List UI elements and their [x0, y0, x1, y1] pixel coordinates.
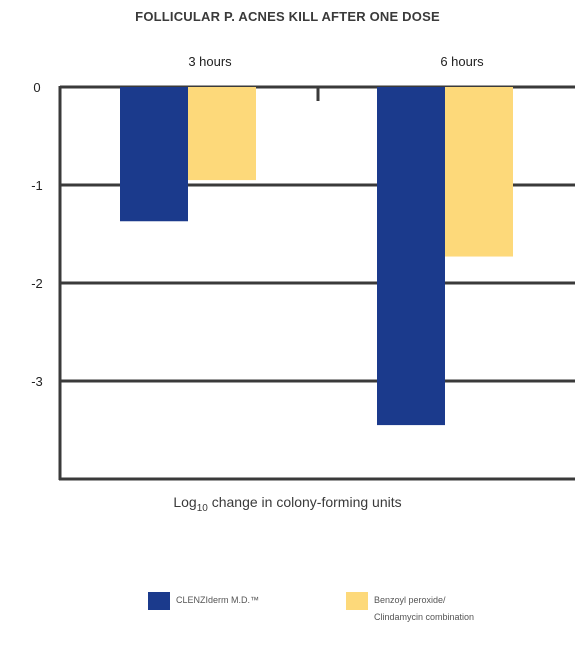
y-tick-label-3: -3 — [31, 374, 43, 389]
y-tick-label-0: 0 — [33, 80, 40, 95]
chart-title: FOLLICULAR P. ACNES KILL AFTER ONE DOSE — [135, 9, 440, 24]
bar-6-hours-series-2 — [445, 87, 513, 257]
bar-3-hours-series-2 — [188, 87, 256, 181]
legend-swatch-series-1 — [148, 592, 170, 610]
legend-swatch-series-2 — [346, 592, 368, 610]
y-axis-label: Log10 change in colony-forming units — [173, 494, 402, 514]
legend-label-series-2: Benzoyl peroxide/ Clindamycin combinatio… — [374, 595, 475, 622]
axes — [58, 86, 575, 481]
y-tick-label-2: -2 — [31, 276, 43, 291]
bar-3-hours-series-1 — [120, 87, 188, 222]
bars — [120, 87, 513, 426]
legend: CLENZIderm M.D.™ Benzoyl peroxide/ Clind… — [148, 592, 568, 652]
legend-label-series-1: CLENZIderm M.D.™ — [176, 595, 260, 605]
category-label-1: 6 hours — [440, 54, 484, 69]
y-tick-label-1: -1 — [31, 178, 43, 193]
labels: 0 -1 -2 -3 3 hours 6 hours — [31, 54, 484, 389]
bar-6-hours-series-1 — [377, 87, 445, 426]
legend-item-series-2: Benzoyl peroxide/ Clindamycin combinatio… — [346, 592, 479, 626]
category-label-0: 3 hours — [188, 54, 232, 69]
legend-item-series-1: CLENZIderm M.D.™ — [148, 592, 326, 610]
